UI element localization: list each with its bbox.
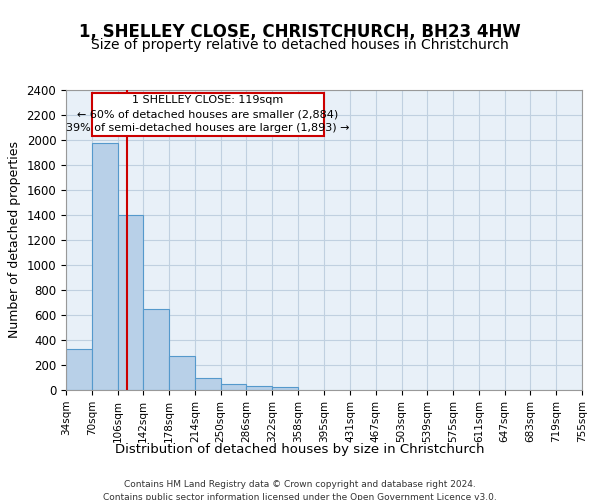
Bar: [272, 387, 298, 390]
Text: Contains HM Land Registry data © Crown copyright and database right 2024.
Contai: Contains HM Land Registry data © Crown c…: [103, 480, 497, 500]
Bar: [247, 386, 272, 390]
FancyBboxPatch shape: [92, 92, 325, 136]
Text: Distribution of detached houses by size in Christchurch: Distribution of detached houses by size …: [115, 442, 485, 456]
Bar: [195, 378, 221, 390]
Y-axis label: Number of detached properties: Number of detached properties: [8, 142, 21, 338]
Bar: [143, 308, 169, 390]
Bar: [221, 384, 247, 390]
Bar: [118, 215, 143, 390]
Bar: [169, 356, 195, 390]
Text: 1 SHELLEY CLOSE: 119sqm
← 60% of detached houses are smaller (2,884)
39% of semi: 1 SHELLEY CLOSE: 119sqm ← 60% of detache…: [67, 96, 350, 134]
Bar: [66, 350, 92, 390]
Text: 1, SHELLEY CLOSE, CHRISTCHURCH, BH23 4HW: 1, SHELLEY CLOSE, CHRISTCHURCH, BH23 4HW: [79, 22, 521, 40]
Text: Size of property relative to detached houses in Christchurch: Size of property relative to detached ho…: [91, 38, 509, 52]
Bar: [92, 143, 118, 390]
